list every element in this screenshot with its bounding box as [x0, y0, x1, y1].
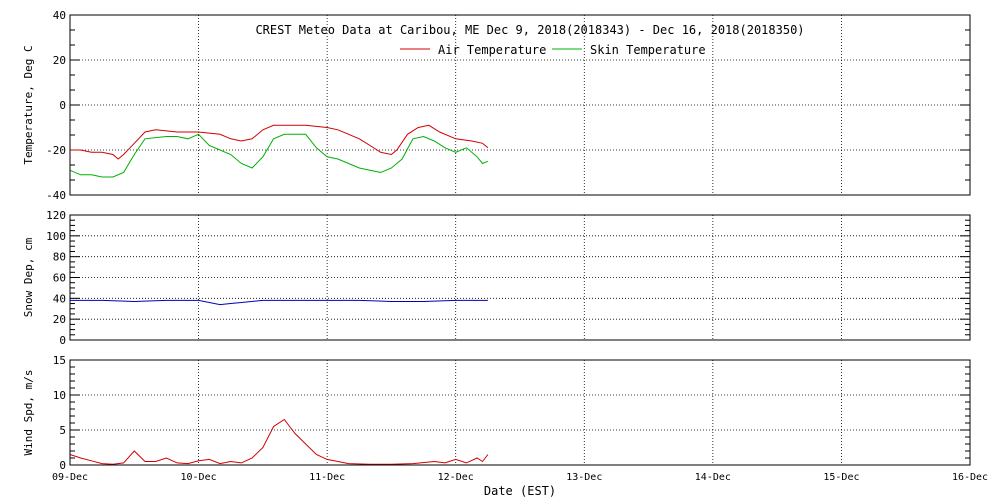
y-tick-label: 0 [59, 459, 66, 472]
panel-frame [69, 214, 971, 341]
x-tick-label: 13-Dec [566, 472, 602, 483]
panel-3: 0 5 10 15 Wind Spd, m/s [22, 354, 971, 472]
y-tick-label: 40 [53, 9, 66, 22]
y-tick-label: 15 [53, 354, 66, 367]
y-tick-label: 0 [59, 99, 66, 112]
y-tick-label: 5 [59, 424, 66, 437]
x-tick-label: 16-Dec [952, 472, 988, 483]
x-tick-label: 12-Dec [438, 472, 474, 483]
y-tick-label: -40 [46, 189, 66, 202]
series-air-temperature [70, 124, 489, 160]
panel-frame [69, 359, 971, 466]
x-axis-label: Date (EST) [484, 484, 556, 498]
panel-2: 0 20 40 60 80 100 120 Snow Dep, cm [22, 209, 971, 347]
y-tick-label: 120 [46, 209, 66, 222]
panel-1: -40 -20 0 20 40 Temperature, Deg C [22, 9, 971, 202]
series-snow-depth [70, 299, 488, 306]
y-tick-label: 60 [53, 272, 66, 285]
y-tick-label: 10 [53, 389, 66, 402]
y-tick-label: 0 [59, 334, 66, 347]
legend-air-label: Air Temperature [438, 43, 546, 57]
chart-title: CREST Meteo Data at Caribou, ME Dec 9, 2… [255, 23, 804, 37]
y-tick-label: 80 [53, 251, 66, 264]
x-tick-label: 11-Dec [309, 472, 345, 483]
x-tick-label: 09-Dec [52, 472, 88, 483]
y-axis-label: Wind Spd, m/s [22, 369, 35, 455]
legend-skin-label: Skin Temperature [590, 43, 706, 57]
x-tick-label: 10-Dec [181, 472, 217, 483]
y-tick-label: 100 [46, 230, 66, 243]
panels-layer: -40 -20 0 20 40 Temperature, Deg C 0 20 40 60 80 10… [22, 9, 971, 472]
x-tick-label: 14-Dec [695, 472, 731, 483]
series-wind-speed [69, 418, 489, 465]
x-axis: 09-Dec 10-Dec 11-Dec 12-Dec 13-Dec 14-Dec 15-D… [52, 472, 988, 483]
series-skin-temperature [69, 133, 489, 178]
x-tick-label: 15-Dec [823, 472, 859, 483]
y-tick-label: -20 [46, 144, 66, 157]
panel-frame [69, 14, 971, 196]
y-tick-label: 20 [53, 54, 66, 67]
legend: Air Temperature Skin Temperature [400, 43, 706, 57]
y-axis-label: Snow Dep, cm [22, 237, 35, 317]
y-tick-label: 20 [53, 313, 66, 326]
y-axis-label: Temperature, Deg C [22, 45, 35, 164]
y-tick-label: 40 [53, 292, 66, 305]
